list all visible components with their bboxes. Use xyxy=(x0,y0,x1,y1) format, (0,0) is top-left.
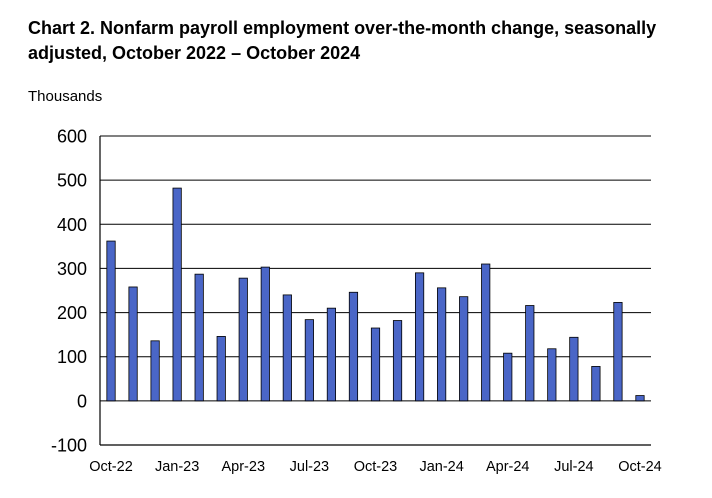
x-tick-label: Jul-23 xyxy=(290,459,330,475)
bar xyxy=(348,291,359,402)
x-tick-label: Jul-24 xyxy=(554,459,594,475)
bar xyxy=(304,319,314,402)
bar xyxy=(503,352,513,402)
bar xyxy=(128,286,138,402)
bar xyxy=(238,277,248,402)
bar xyxy=(525,305,535,402)
bar xyxy=(459,296,469,402)
bar xyxy=(635,395,645,402)
bar xyxy=(172,187,182,402)
bar xyxy=(437,287,447,402)
bar xyxy=(591,366,601,402)
chart-title: Chart 2. Nonfarm payroll employment over… xyxy=(28,18,657,63)
y-tick-label: -100 xyxy=(51,436,87,456)
y-tick-label: 300 xyxy=(57,259,87,279)
y-tick-labels: -100 0 100 200 300 400 500 600 xyxy=(51,127,87,456)
y-axis-label: Thousands xyxy=(28,88,103,105)
bar xyxy=(106,240,116,402)
bar xyxy=(547,348,557,402)
y-tick-label: 500 xyxy=(57,171,87,191)
x-tick-label: Oct-24 xyxy=(618,459,662,475)
bar xyxy=(569,336,579,402)
y-tick-label: 600 xyxy=(57,127,87,147)
y-tick-label: 400 xyxy=(57,215,87,235)
y-tick-label: 200 xyxy=(57,303,87,323)
bar xyxy=(481,263,491,402)
bar xyxy=(414,272,425,402)
x-tick-label: Jan-24 xyxy=(419,459,463,475)
bar xyxy=(370,327,381,402)
bar xyxy=(392,320,403,402)
x-tick-label: Oct-23 xyxy=(354,459,398,475)
bars xyxy=(106,187,645,402)
bar xyxy=(194,273,204,402)
y-tick-label: 0 xyxy=(77,391,87,411)
x-tick-label: Jan-23 xyxy=(155,459,199,475)
x-tick-label: Oct-22 xyxy=(89,459,133,475)
x-tick-label: Apr-23 xyxy=(221,459,265,475)
bar xyxy=(260,266,270,402)
axes xyxy=(99,136,651,446)
bar xyxy=(326,307,337,402)
bar xyxy=(613,302,623,402)
bar xyxy=(150,340,160,402)
y-tick-label: 100 xyxy=(57,347,87,367)
x-tick-label: Apr-24 xyxy=(486,459,530,475)
bar xyxy=(216,336,226,402)
bar xyxy=(282,294,292,402)
x-tick-labels: Oct-22 Jan-23 Apr-23 Jul-23 Oct-23 Jan-24 Apr-… xyxy=(89,459,661,475)
